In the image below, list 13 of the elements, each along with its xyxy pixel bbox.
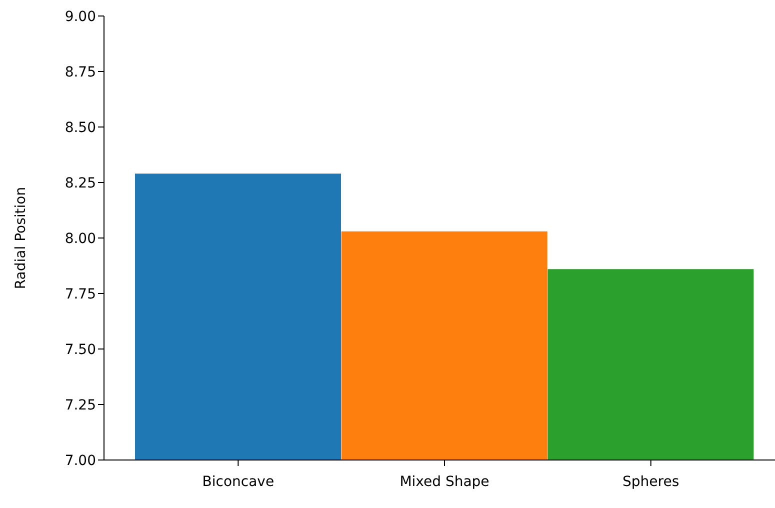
y-axis-title: Radial Position — [12, 186, 29, 290]
x-tick-label: Biconcave — [202, 474, 274, 490]
y-tick-label: 7.50 — [64, 342, 96, 358]
y-tick-label: 7.75 — [64, 286, 96, 302]
y-tick-label: 8.00 — [64, 230, 96, 247]
x-tick-label: Spheres — [622, 474, 680, 490]
y-tick-label: 8.50 — [64, 120, 96, 136]
y-tick-label: 8.25 — [64, 175, 96, 192]
y-tick-label: 7.25 — [64, 397, 96, 414]
x-tick-label: Mixed Shape — [400, 474, 490, 490]
y-tick-label: 8.75 — [64, 64, 96, 80]
y-tick-label: 9.00 — [64, 8, 96, 25]
y-tick-label: 7.00 — [64, 452, 96, 469]
